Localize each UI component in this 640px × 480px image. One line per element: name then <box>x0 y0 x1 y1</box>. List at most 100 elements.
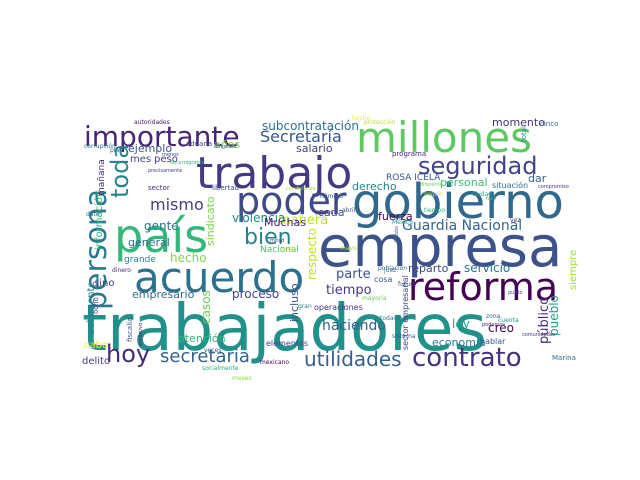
cloud-word: salario <box>296 142 333 155</box>
cloud-word: Muchas <box>264 216 306 229</box>
cloud-word: cada <box>318 206 345 219</box>
cloud-word: mañana <box>97 159 107 196</box>
cloud-word: incluso <box>288 283 301 322</box>
cloud-word: juez <box>383 267 396 274</box>
cloud-word: sector empresarial <box>401 275 410 350</box>
cloud-word: punto <box>508 290 523 296</box>
cloud-word: ciudad <box>472 191 492 198</box>
cloud-word: tiempo <box>326 283 372 298</box>
cloud-word: Nacional <box>260 245 299 255</box>
cloud-word: momento <box>492 116 545 129</box>
cloud-word: comunidades <box>522 332 556 338</box>
cloud-word: acuerdo <box>134 253 304 302</box>
cloud-word: país <box>114 209 208 263</box>
cloud-word: reparto <box>408 262 449 275</box>
cloud-word: corrupción <box>84 143 116 150</box>
cloud-word: utilidades <box>304 347 402 371</box>
cloud-word: cabo <box>84 340 108 351</box>
cloud-word: siempre <box>568 250 579 290</box>
cloud-word: hecho <box>352 115 371 122</box>
cloud-word: casos <box>199 290 213 324</box>
cloud-word: podemos <box>482 322 505 328</box>
cloud-word: sistema <box>392 333 416 340</box>
cloud-word: poder <box>236 179 347 223</box>
cloud-word: ejemplo <box>128 142 172 155</box>
cloud-word: plan <box>110 147 123 154</box>
cloud-word: situación <box>492 180 528 190</box>
cloud-word: persona <box>79 189 114 310</box>
cloud-word: información <box>93 191 105 250</box>
cloud-word: reforma <box>408 265 558 309</box>
cloud-word: sino <box>94 278 114 289</box>
cloud-word: todavía <box>380 315 403 322</box>
cloud-word: exclusivo <box>138 323 144 346</box>
cloud-word: ROSA ICELA <box>386 173 441 183</box>
cloud-word: aduana <box>186 140 212 148</box>
cloud-word: población <box>378 265 407 272</box>
cloud-word: ley <box>452 317 470 331</box>
cloud-word: socialmente <box>202 365 239 372</box>
cloud-word: seguridad <box>418 152 537 180</box>
cloud-word: solamente <box>86 281 97 334</box>
cloud-word: empresa <box>318 215 562 280</box>
cloud-word: programa <box>392 150 426 158</box>
cloud-word: fiscalía <box>126 318 134 342</box>
cloud-word: cinco <box>540 120 558 128</box>
cloud-word: mitad <box>270 238 284 244</box>
cloud-word: dinero <box>112 267 131 274</box>
cloud-word: mes <box>130 154 151 165</box>
cloud-word: años <box>214 138 240 151</box>
cloud-word: meses <box>232 375 251 382</box>
cloud-word: millones <box>356 113 532 162</box>
cloud-word: servicio <box>464 261 510 275</box>
cloud-word: veces <box>204 347 221 354</box>
cloud-word: secretaria <box>160 346 250 367</box>
cloud-word: total <box>520 126 528 142</box>
cloud-word: grande <box>124 255 156 265</box>
cloud-word: fácil <box>486 195 496 202</box>
cloud-word: cuenta <box>498 317 519 324</box>
cloud-word: subcontratación <box>262 119 359 133</box>
cloud-word: mexicano <box>260 359 289 366</box>
cloud-word: gran <box>298 303 312 310</box>
cloud-word: dirigente <box>214 144 236 150</box>
cloud-word: público <box>537 297 552 344</box>
cloud-word: sector <box>148 184 170 192</box>
cloud-word: Marina <box>552 354 576 362</box>
cloud-word: migrante <box>182 160 205 166</box>
cloud-word: derecho <box>352 180 397 193</box>
cloud-word: Secretaría <box>260 127 342 146</box>
cloud-word: creo <box>488 321 514 335</box>
cloud-word: abril <box>342 207 356 214</box>
cloud-word: número <box>320 193 343 200</box>
cloud-word: futuro <box>398 281 416 288</box>
cloud-word: precisamente <box>148 168 182 174</box>
cloud-word: peso <box>154 154 178 165</box>
cloud-word: mayo <box>340 245 357 252</box>
cloud-word: mismo <box>150 195 204 214</box>
cloud-word: México <box>392 219 413 226</box>
cloud-word: violencia <box>232 211 285 225</box>
cloud-word: mayoría <box>362 295 387 302</box>
cloud-word: Dobbs <box>394 226 400 242</box>
cloud-word: dar <box>528 172 547 185</box>
cloud-word: personal <box>440 176 488 189</box>
cloud-word: parte <box>336 267 371 282</box>
cloud-word: tiempo <box>424 207 445 214</box>
cloud-word: vez <box>510 217 520 224</box>
cloud-word: cosa <box>374 275 392 284</box>
cloud-word: medio <box>280 246 296 252</box>
cloud-word: operaciones <box>314 303 363 312</box>
cloud-word: sindicato <box>204 196 217 246</box>
cloud-word: pesos <box>316 209 333 216</box>
cloud-word: manera <box>278 213 328 228</box>
cloud-word: haciendo <box>322 318 386 334</box>
cloud-word: contrato <box>412 343 522 373</box>
cloud-word: hoy <box>106 340 150 368</box>
cloud-word: Guardia Nacional <box>402 218 522 234</box>
cloud-word: zona <box>486 313 501 320</box>
cloud-word: trabajo <box>196 148 352 199</box>
cloud-word: ocho <box>92 297 100 314</box>
cloud-word: respecto <box>305 228 319 280</box>
